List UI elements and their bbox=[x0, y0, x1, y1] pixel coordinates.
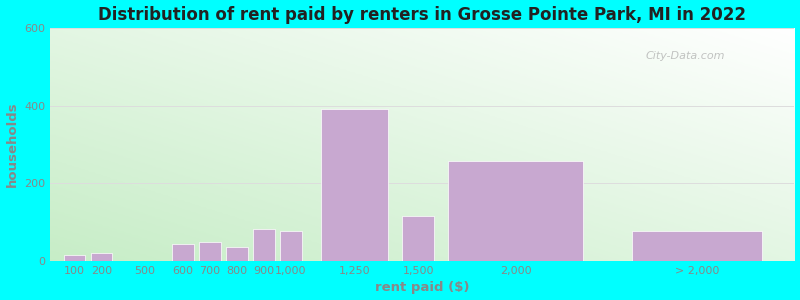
Bar bbox=[448, 161, 583, 261]
Bar bbox=[199, 242, 221, 261]
Text: City-Data.com: City-Data.com bbox=[646, 51, 725, 61]
Bar bbox=[402, 216, 434, 261]
X-axis label: rent paid ($): rent paid ($) bbox=[375, 281, 470, 294]
Bar bbox=[172, 244, 194, 261]
Bar bbox=[64, 255, 86, 261]
Title: Distribution of rent paid by renters in Grosse Pointe Park, MI in 2022: Distribution of rent paid by renters in … bbox=[98, 6, 746, 24]
Bar bbox=[90, 253, 112, 261]
Bar bbox=[253, 229, 274, 261]
Y-axis label: households: households bbox=[6, 102, 18, 187]
Bar bbox=[280, 231, 302, 261]
Bar bbox=[632, 231, 762, 261]
Bar bbox=[226, 247, 248, 261]
Bar bbox=[321, 110, 389, 261]
